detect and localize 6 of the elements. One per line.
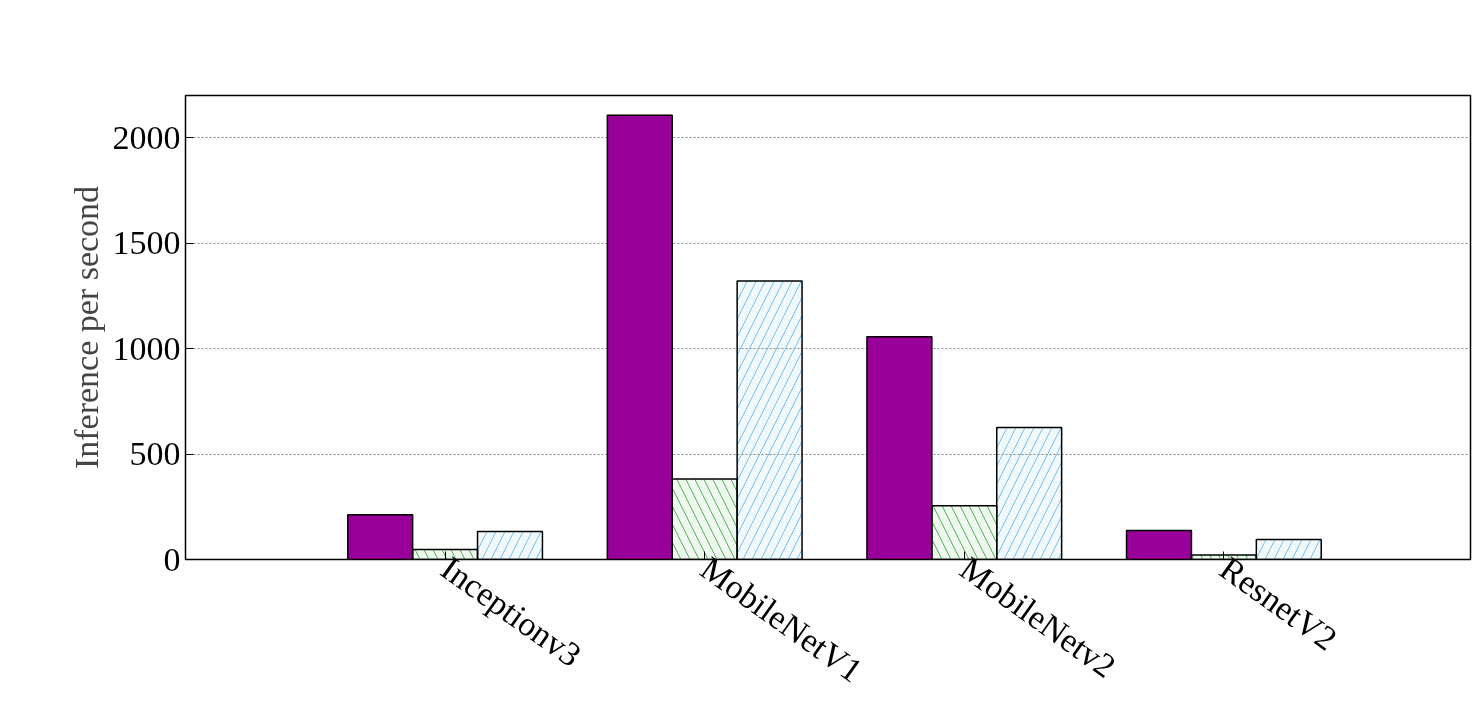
y-tick-label: 2000: [112, 118, 181, 156]
y-tick-label: 500: [129, 435, 181, 473]
y-axis-title: Inference per second: [67, 185, 105, 470]
y-tick-label: 0: [163, 540, 181, 578]
y-tick-label: 1500: [112, 224, 181, 262]
y-tick-label: 1000: [112, 329, 181, 367]
